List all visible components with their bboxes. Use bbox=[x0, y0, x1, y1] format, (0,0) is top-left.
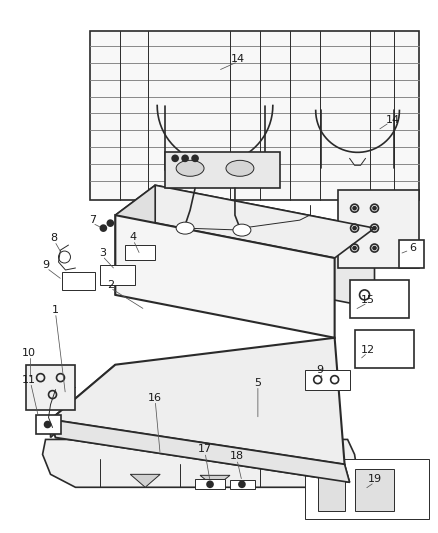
Polygon shape bbox=[399, 240, 424, 268]
Circle shape bbox=[172, 155, 178, 161]
Text: 11: 11 bbox=[21, 375, 35, 385]
Text: 2: 2 bbox=[107, 280, 114, 290]
Text: 10: 10 bbox=[21, 348, 35, 358]
Ellipse shape bbox=[226, 160, 254, 176]
Polygon shape bbox=[50, 338, 345, 464]
Text: 9: 9 bbox=[42, 260, 49, 270]
Polygon shape bbox=[130, 474, 160, 487]
Polygon shape bbox=[42, 439, 357, 487]
Text: 17: 17 bbox=[198, 445, 212, 455]
Polygon shape bbox=[350, 280, 410, 318]
Circle shape bbox=[107, 220, 113, 226]
Circle shape bbox=[373, 247, 376, 249]
Polygon shape bbox=[165, 152, 280, 188]
Text: 14: 14 bbox=[231, 54, 245, 63]
Polygon shape bbox=[305, 459, 429, 519]
Circle shape bbox=[182, 155, 188, 161]
Text: 4: 4 bbox=[130, 232, 137, 242]
Text: 18: 18 bbox=[230, 451, 244, 462]
Circle shape bbox=[353, 207, 356, 209]
Text: 14: 14 bbox=[385, 116, 399, 125]
Polygon shape bbox=[50, 365, 115, 438]
Polygon shape bbox=[115, 185, 374, 258]
Text: 7: 7 bbox=[89, 215, 96, 225]
Circle shape bbox=[45, 422, 50, 427]
Polygon shape bbox=[50, 419, 350, 482]
Text: 5: 5 bbox=[254, 378, 261, 387]
Polygon shape bbox=[25, 365, 75, 409]
Text: 9: 9 bbox=[316, 365, 323, 375]
Circle shape bbox=[373, 207, 376, 209]
Ellipse shape bbox=[176, 222, 194, 234]
Polygon shape bbox=[125, 245, 155, 260]
Polygon shape bbox=[338, 190, 419, 268]
Text: 12: 12 bbox=[360, 345, 374, 355]
Polygon shape bbox=[355, 470, 395, 511]
Circle shape bbox=[373, 227, 376, 230]
Polygon shape bbox=[35, 415, 60, 434]
Text: 16: 16 bbox=[148, 393, 162, 402]
Circle shape bbox=[239, 481, 245, 487]
Polygon shape bbox=[230, 480, 255, 489]
Polygon shape bbox=[50, 419, 350, 482]
Circle shape bbox=[353, 227, 356, 230]
Polygon shape bbox=[100, 265, 135, 285]
Circle shape bbox=[353, 247, 356, 249]
Polygon shape bbox=[195, 479, 225, 489]
Text: 6: 6 bbox=[409, 243, 416, 253]
Text: 1: 1 bbox=[52, 305, 59, 315]
Polygon shape bbox=[115, 215, 335, 338]
Polygon shape bbox=[318, 467, 345, 511]
Text: 15: 15 bbox=[360, 295, 374, 305]
Ellipse shape bbox=[233, 224, 251, 236]
Ellipse shape bbox=[176, 160, 204, 176]
Polygon shape bbox=[355, 330, 414, 368]
Circle shape bbox=[100, 225, 106, 231]
Circle shape bbox=[207, 481, 213, 487]
Polygon shape bbox=[63, 272, 95, 290]
Circle shape bbox=[192, 155, 198, 161]
Text: 8: 8 bbox=[50, 233, 57, 243]
Polygon shape bbox=[115, 185, 155, 295]
Polygon shape bbox=[155, 185, 374, 308]
Polygon shape bbox=[305, 370, 350, 390]
Text: 3: 3 bbox=[99, 248, 106, 258]
Polygon shape bbox=[200, 475, 230, 487]
Polygon shape bbox=[90, 31, 419, 200]
Text: 19: 19 bbox=[367, 474, 381, 484]
